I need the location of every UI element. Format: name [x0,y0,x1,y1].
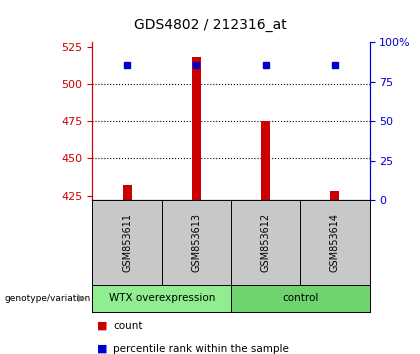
Bar [261,121,270,200]
Bar [192,57,201,200]
Bar [123,185,131,200]
Text: ■: ■ [97,344,107,354]
Bar [331,191,339,200]
Text: ■: ■ [97,321,107,331]
Text: percentile rank within the sample: percentile rank within the sample [113,344,289,354]
Text: GSM853612: GSM853612 [261,213,270,272]
Text: ▶: ▶ [78,293,86,303]
Text: GSM853613: GSM853613 [192,213,201,272]
Text: WTX overexpression: WTX overexpression [108,293,215,303]
Text: control: control [282,293,318,303]
Text: GDS4802 / 212316_at: GDS4802 / 212316_at [134,18,286,32]
Text: genotype/variation: genotype/variation [4,294,90,303]
Text: GSM853614: GSM853614 [330,213,340,272]
Text: GSM853611: GSM853611 [122,213,132,272]
Text: count: count [113,321,143,331]
